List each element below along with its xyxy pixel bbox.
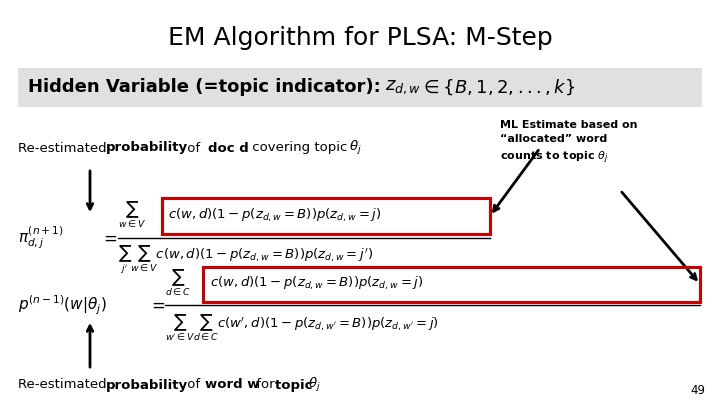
Text: for: for <box>252 379 279 392</box>
Text: $\theta_j$: $\theta_j$ <box>308 376 320 394</box>
Text: $\in\{B, 1, 2, ..., k\}$: $\in\{B, 1, 2, ..., k\}$ <box>420 78 575 97</box>
Text: of: of <box>183 379 204 392</box>
Text: Re-estimated: Re-estimated <box>18 141 111 154</box>
FancyBboxPatch shape <box>18 68 702 107</box>
Text: probability: probability <box>106 379 188 392</box>
Text: $\sum_{j^{\prime}}\sum_{w \in V} c(w,d)(1-p(z_{d,w}=B))p(z_{d,w}=j^{\prime})$: $\sum_{j^{\prime}}\sum_{w \in V} c(w,d)(… <box>118 244 373 276</box>
Bar <box>162 198 490 234</box>
Text: ML Estimate based on
“allocated” word
counts to topic $\theta_j$: ML Estimate based on “allocated” word co… <box>500 120 637 166</box>
Bar <box>203 267 700 302</box>
Text: $\sum_{d \in C}$: $\sum_{d \in C}$ <box>165 268 191 298</box>
Text: $\theta_j$: $\theta_j$ <box>349 139 361 157</box>
Text: Re-estimated: Re-estimated <box>18 379 111 392</box>
Text: 49: 49 <box>690 384 705 396</box>
Text: covering topic: covering topic <box>248 141 351 154</box>
Text: $=$: $=$ <box>148 296 166 314</box>
Text: $\pi_{d,j}^{(n+1)}$: $\pi_{d,j}^{(n+1)}$ <box>18 225 64 252</box>
Text: of: of <box>183 141 209 154</box>
Text: Hidden Variable (=topic indicator):: Hidden Variable (=topic indicator): <box>28 79 393 96</box>
Text: $z_{d,w}$: $z_{d,w}$ <box>385 79 421 96</box>
Text: $=$: $=$ <box>100 229 117 247</box>
Text: word w: word w <box>205 379 259 392</box>
Text: doc d: doc d <box>208 141 248 154</box>
Text: EM Algorithm for PLSA: M-Step: EM Algorithm for PLSA: M-Step <box>168 26 552 50</box>
Text: topic: topic <box>275 379 317 392</box>
Text: $p^{(n-1)}(w|\theta_j)$: $p^{(n-1)}(w|\theta_j)$ <box>18 293 107 317</box>
Text: $c(w,d)(1-p(z_{d,w}=B))p(z_{d,w}=j)$: $c(w,d)(1-p(z_{d,w}=B))p(z_{d,w}=j)$ <box>168 207 382 224</box>
Text: probability: probability <box>106 141 188 154</box>
Text: $\sum_{w^{\prime} \in V}\sum_{d \in C} c(w^{\prime},d)(1-p(z_{d,w^{\prime}}=B))p: $\sum_{w^{\prime} \in V}\sum_{d \in C} c… <box>165 313 438 343</box>
Text: $\sum_{w \in V}$: $\sum_{w \in V}$ <box>118 200 146 230</box>
Text: $c(w,d)(1-p(z_{d,w}=B))p(z_{d,w}=j)$: $c(w,d)(1-p(z_{d,w}=B))p(z_{d,w}=j)$ <box>210 275 423 292</box>
